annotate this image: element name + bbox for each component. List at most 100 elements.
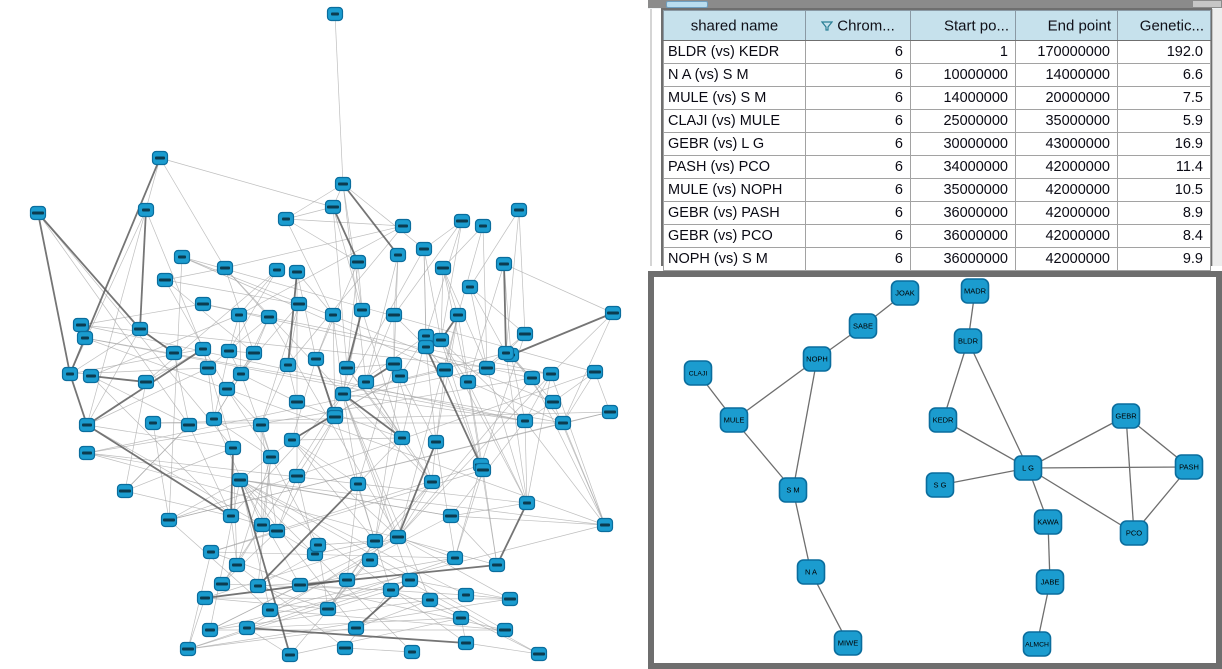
network-edge[interactable] bbox=[342, 393, 399, 538]
network-edge[interactable] bbox=[342, 393, 403, 439]
network-edge[interactable] bbox=[435, 369, 446, 443]
network-node[interactable] bbox=[290, 296, 308, 312]
network-edge[interactable] bbox=[450, 515, 498, 566]
network-edge[interactable] bbox=[86, 424, 232, 517]
network-edge[interactable] bbox=[454, 469, 484, 559]
network-edge[interactable] bbox=[792, 358, 818, 491]
network-node[interactable] bbox=[601, 404, 619, 420]
filtered-network-canvas[interactable]: JOAK SABE NOPH CLAJI MULE S M N A MIWE MADR BLDR K… bbox=[654, 277, 1216, 663]
network-edge[interactable] bbox=[505, 352, 528, 504]
cell-value[interactable]: 36000000 bbox=[910, 201, 1016, 225]
network-node[interactable] bbox=[222, 508, 240, 524]
network-node[interactable] bbox=[461, 279, 479, 295]
network-edge[interactable] bbox=[86, 452, 498, 566]
network-node[interactable] bbox=[224, 440, 242, 456]
network-edge[interactable] bbox=[346, 261, 359, 369]
cell-shared-name[interactable]: GEBR (vs) PASH bbox=[663, 201, 806, 225]
network-edge[interactable] bbox=[733, 358, 818, 421]
network-edge[interactable] bbox=[332, 206, 363, 311]
network-edge[interactable] bbox=[164, 279, 300, 305]
network-node[interactable] bbox=[262, 449, 280, 465]
cell-value[interactable]: 25000000 bbox=[910, 109, 1016, 133]
network-node[interactable] bbox=[288, 264, 306, 280]
cell-value[interactable]: 170000000 bbox=[1015, 40, 1118, 64]
network-edge[interactable] bbox=[332, 206, 359, 263]
network-node[interactable] bbox=[76, 330, 94, 346]
network-edge[interactable] bbox=[299, 584, 506, 631]
network-edge[interactable] bbox=[450, 515, 606, 526]
network-node[interactable] bbox=[434, 260, 452, 276]
network-node[interactable] bbox=[530, 646, 548, 662]
network-edge[interactable] bbox=[207, 367, 215, 420]
network-edge[interactable] bbox=[187, 627, 357, 650]
network-edge[interactable] bbox=[425, 220, 463, 337]
network-edge[interactable] bbox=[270, 456, 319, 546]
network-edge[interactable] bbox=[90, 314, 240, 377]
cell-value[interactable]: 6 bbox=[805, 86, 911, 110]
network-node-mule[interactable]: MULE bbox=[719, 407, 749, 433]
network-edge[interactable] bbox=[86, 424, 263, 526]
network-node[interactable] bbox=[366, 533, 384, 549]
cell-value[interactable]: 14000000 bbox=[1015, 63, 1118, 87]
cell-value[interactable]: 6 bbox=[805, 40, 911, 64]
network-edge[interactable] bbox=[317, 540, 376, 546]
network-node[interactable] bbox=[82, 368, 100, 384]
network-edge[interactable] bbox=[80, 324, 526, 422]
network-node-sabe[interactable]: SABE bbox=[848, 313, 878, 339]
table-row[interactable]: CLAJI (vs) MULE 6 25000000 35000000 5.9 bbox=[663, 109, 1211, 133]
network-edge[interactable] bbox=[467, 333, 526, 383]
network-edge[interactable] bbox=[469, 286, 507, 354]
network-edge[interactable] bbox=[239, 479, 413, 653]
network-edge[interactable] bbox=[315, 314, 334, 360]
network-node[interactable] bbox=[277, 211, 295, 227]
network-edge[interactable] bbox=[291, 439, 376, 542]
network-node[interactable] bbox=[165, 345, 183, 361]
network-node[interactable] bbox=[391, 368, 409, 384]
network-node[interactable] bbox=[495, 256, 513, 272]
network-edge[interactable] bbox=[80, 303, 204, 326]
network-node[interactable] bbox=[160, 512, 178, 528]
cell-value[interactable]: 36000000 bbox=[910, 224, 1016, 248]
network-edge[interactable] bbox=[236, 456, 272, 566]
table-row[interactable]: N A (vs) S M 6 10000000 14000000 6.6 bbox=[663, 63, 1211, 87]
network-node[interactable] bbox=[213, 576, 231, 592]
network-node-pash[interactable]: PASH bbox=[1174, 454, 1204, 480]
network-node[interactable] bbox=[542, 366, 560, 382]
cell-shared-name[interactable]: N A (vs) S M bbox=[663, 63, 806, 87]
network-node[interactable] bbox=[196, 590, 214, 606]
table-row[interactable]: GEBR (vs) L G 6 30000000 43000000 16.9 bbox=[663, 132, 1211, 156]
network-node[interactable] bbox=[516, 326, 534, 342]
network-node[interactable] bbox=[389, 247, 407, 263]
network-node[interactable] bbox=[516, 413, 534, 429]
network-edge[interactable] bbox=[164, 279, 255, 354]
network-node[interactable] bbox=[389, 529, 407, 545]
network-edge[interactable] bbox=[440, 339, 526, 422]
network-edge[interactable] bbox=[261, 456, 272, 526]
network-node[interactable] bbox=[326, 6, 344, 22]
network-edge[interactable] bbox=[393, 220, 463, 316]
cell-value[interactable]: 30000000 bbox=[910, 132, 1016, 156]
network-edge[interactable] bbox=[342, 393, 411, 581]
network-node[interactable] bbox=[496, 622, 514, 638]
network-edge[interactable] bbox=[210, 551, 301, 586]
network-node[interactable] bbox=[586, 364, 604, 380]
network-edge[interactable] bbox=[361, 309, 403, 439]
network-edge[interactable] bbox=[467, 381, 528, 504]
cell-value[interactable]: 42000000 bbox=[1015, 224, 1118, 248]
network-node[interactable] bbox=[137, 202, 155, 218]
network-edge[interactable] bbox=[159, 157, 226, 269]
network-edge[interactable] bbox=[204, 536, 399, 599]
cell-value[interactable]: 6 bbox=[805, 63, 911, 87]
network-edge[interactable] bbox=[503, 263, 614, 314]
network-edge[interactable] bbox=[482, 225, 488, 369]
network-edge[interactable] bbox=[457, 225, 484, 316]
network-edge[interactable] bbox=[346, 367, 403, 439]
network-edge[interactable] bbox=[86, 367, 488, 454]
network-edge[interactable] bbox=[332, 314, 344, 395]
network-node[interactable] bbox=[421, 592, 439, 608]
network-edge[interactable] bbox=[207, 316, 270, 369]
network-node[interactable] bbox=[361, 552, 379, 568]
network-edge[interactable] bbox=[124, 490, 232, 517]
network-node[interactable] bbox=[488, 557, 506, 573]
network-node[interactable] bbox=[554, 415, 572, 431]
